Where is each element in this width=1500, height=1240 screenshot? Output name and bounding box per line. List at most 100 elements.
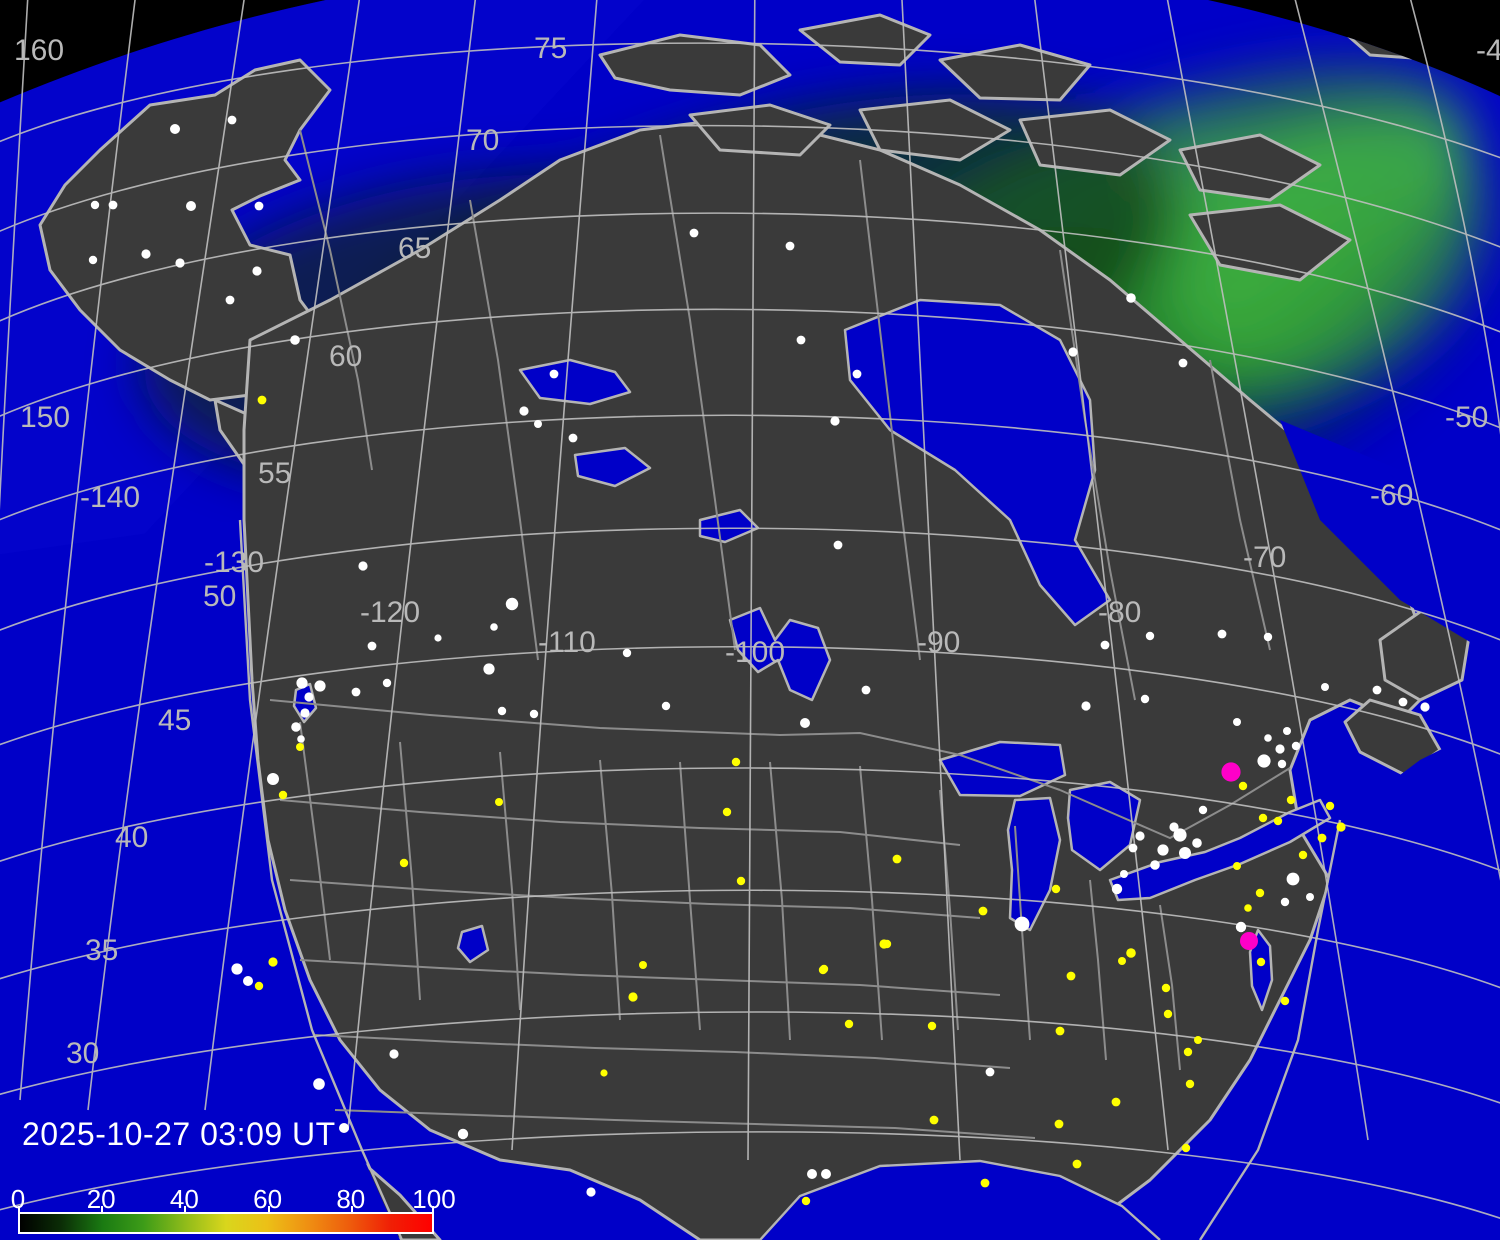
station-marker-yellow[interactable]: [801, 1196, 811, 1206]
station-marker-white[interactable]: [1135, 831, 1145, 841]
station-marker-yellow[interactable]: [1256, 957, 1266, 967]
station-marker-white[interactable]: [1140, 694, 1150, 704]
station-marker-white[interactable]: [1014, 916, 1030, 932]
station-marker-yellow[interactable]: [736, 876, 746, 886]
station-marker-white[interactable]: [807, 1169, 817, 1179]
station-marker-white[interactable]: [985, 1067, 995, 1077]
station-marker-white[interactable]: [1178, 358, 1188, 368]
station-marker-yellow[interactable]: [639, 961, 647, 969]
station-marker-white[interactable]: [622, 648, 632, 658]
station-marker-yellow[interactable]: [296, 743, 304, 751]
station-marker-yellow[interactable]: [1161, 983, 1171, 993]
station-marker-white[interactable]: [1275, 744, 1285, 754]
station-marker-white[interactable]: [457, 1128, 469, 1140]
station-marker-yellow[interactable]: [882, 939, 892, 949]
station-marker-yellow[interactable]: [1126, 948, 1136, 958]
station-marker-white[interactable]: [785, 241, 795, 251]
station-marker-yellow[interactable]: [1273, 816, 1283, 826]
station-marker-white[interactable]: [358, 561, 368, 571]
station-marker-yellow[interactable]: [819, 964, 829, 974]
station-marker-yellow[interactable]: [929, 1115, 939, 1125]
station-marker-white[interactable]: [231, 963, 243, 975]
station-marker-white[interactable]: [1306, 893, 1314, 901]
station-marker-white[interactable]: [339, 1123, 349, 1133]
station-marker-magenta[interactable]: [1240, 932, 1258, 950]
station-marker-white[interactable]: [186, 201, 196, 211]
station-marker-white[interactable]: [852, 369, 862, 379]
station-marker-magenta[interactable]: [1221, 762, 1241, 782]
station-marker-white[interactable]: [1145, 631, 1155, 641]
station-marker-white[interactable]: [1126, 293, 1136, 303]
station-marker-yellow[interactable]: [1185, 1079, 1195, 1089]
station-marker-white[interactable]: [505, 597, 519, 611]
station-marker-yellow[interactable]: [844, 1019, 854, 1029]
station-marker-white[interactable]: [483, 663, 495, 675]
station-marker-white[interactable]: [225, 295, 235, 305]
station-marker-white[interactable]: [291, 722, 301, 732]
station-marker-yellow[interactable]: [1163, 1009, 1173, 1019]
station-marker-white[interactable]: [1068, 347, 1078, 357]
station-marker-white[interactable]: [1280, 897, 1290, 907]
station-marker-white[interactable]: [88, 255, 98, 265]
station-marker-white[interactable]: [1192, 838, 1202, 848]
station-marker-yellow[interactable]: [1066, 971, 1076, 981]
station-marker-white[interactable]: [1263, 632, 1273, 642]
station-marker-white[interactable]: [1179, 847, 1191, 859]
station-marker-yellow[interactable]: [399, 858, 409, 868]
station-marker-yellow[interactable]: [628, 992, 638, 1002]
station-marker-white[interactable]: [296, 677, 308, 689]
station-marker-yellow[interactable]: [1118, 957, 1126, 965]
station-marker-white[interactable]: [1372, 685, 1382, 695]
station-marker-white[interactable]: [1217, 629, 1227, 639]
station-marker-yellow[interactable]: [1233, 862, 1241, 870]
station-marker-yellow[interactable]: [257, 395, 267, 405]
station-marker-yellow[interactable]: [1072, 1159, 1082, 1169]
station-marker-yellow[interactable]: [1054, 1119, 1064, 1129]
station-marker-yellow[interactable]: [1336, 822, 1346, 832]
station-marker-yellow[interactable]: [1181, 1143, 1191, 1153]
station-marker-white[interactable]: [170, 124, 180, 134]
station-marker-white[interactable]: [830, 416, 840, 426]
station-marker-white[interactable]: [497, 706, 507, 716]
station-marker-white[interactable]: [1321, 683, 1329, 691]
station-marker-white[interactable]: [661, 701, 671, 711]
station-marker-white[interactable]: [300, 708, 310, 718]
station-marker-white[interactable]: [243, 976, 253, 986]
station-marker-white[interactable]: [568, 433, 578, 443]
station-marker-white[interactable]: [1111, 883, 1123, 895]
station-marker-white[interactable]: [304, 692, 314, 702]
station-marker-yellow[interactable]: [1255, 888, 1265, 898]
station-marker-yellow[interactable]: [1183, 1047, 1193, 1057]
station-marker-yellow[interactable]: [1298, 850, 1308, 860]
station-marker-white[interactable]: [367, 641, 377, 651]
station-marker-yellow[interactable]: [1280, 996, 1290, 1006]
station-marker-white[interactable]: [175, 258, 185, 268]
station-marker-white[interactable]: [252, 266, 262, 276]
station-marker-white[interactable]: [90, 200, 100, 210]
station-marker-white[interactable]: [267, 773, 279, 785]
station-marker-yellow[interactable]: [927, 1021, 937, 1031]
station-marker-white[interactable]: [254, 201, 264, 211]
station-marker-white[interactable]: [490, 623, 498, 631]
station-marker-yellow[interactable]: [1051, 884, 1061, 894]
station-marker-white[interactable]: [227, 115, 237, 125]
station-marker-white[interactable]: [351, 687, 361, 697]
station-marker-white[interactable]: [1286, 872, 1300, 886]
station-marker-yellow[interactable]: [1194, 1036, 1202, 1044]
station-marker-white[interactable]: [1257, 754, 1271, 768]
station-marker-white[interactable]: [141, 249, 151, 259]
station-marker-white[interactable]: [1283, 727, 1291, 735]
station-marker-white[interactable]: [586, 1187, 596, 1197]
station-marker-white[interactable]: [313, 1078, 325, 1090]
station-marker-white[interactable]: [549, 369, 559, 379]
station-marker-white[interactable]: [1233, 718, 1241, 726]
station-marker-white[interactable]: [833, 540, 843, 550]
station-marker-yellow[interactable]: [978, 906, 988, 916]
station-marker-white[interactable]: [1120, 870, 1128, 878]
station-marker-white[interactable]: [1235, 921, 1247, 933]
station-marker-yellow[interactable]: [731, 757, 741, 767]
station-marker-white[interactable]: [519, 406, 529, 416]
station-marker-white[interactable]: [529, 709, 539, 719]
station-marker-white[interactable]: [1198, 805, 1208, 815]
station-marker-yellow[interactable]: [1317, 833, 1327, 843]
